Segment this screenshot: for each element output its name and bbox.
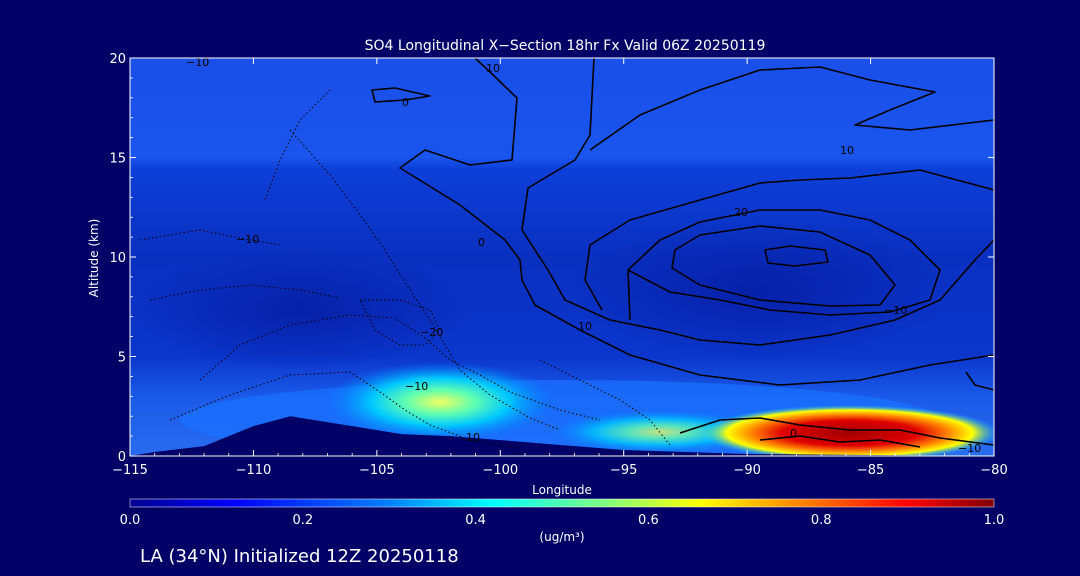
contour-line	[139, 229, 281, 246]
x-axis: −115 −110 −105 −100 −95 −90 −85 −80	[112, 58, 1008, 478]
contour-line	[759, 435, 921, 448]
footer-caption: LA (34°N) Initialized 12Z 20250118	[140, 546, 459, 567]
colorbar-tick-label: 0.4	[465, 513, 486, 528]
contour-line	[679, 417, 994, 446]
field-low-concentration-west	[130, 250, 470, 370]
colorbar-tick-label: 0.8	[811, 513, 832, 528]
y-axis: 0 5 10 15 20	[109, 52, 994, 465]
contour-label: 10	[840, 144, 854, 157]
chart-title: SO4 Longitudinal X−Section 18hr Fx Valid…	[365, 38, 766, 54]
contour-label: 10	[578, 320, 592, 333]
contour-line	[965, 371, 994, 391]
contour-line	[199, 314, 601, 421]
field-low-concentration-core	[570, 220, 950, 360]
contour-line	[671, 225, 896, 307]
y-tick-label: 20	[109, 52, 126, 67]
contour-label: −10	[884, 304, 907, 317]
terrain	[130, 416, 994, 456]
contour-label: −10	[958, 442, 981, 455]
plot-area	[130, 58, 994, 456]
contour-labels: −10 10 0 10 20 10 −10 −20 0 −10 10 −10 0…	[186, 56, 981, 455]
colorbar-ticks: 0.0 0.2 0.4 0.6 0.8 1.0	[120, 513, 1005, 528]
y-tick-label: 10	[109, 251, 126, 266]
colorbar-tick-label: 1.0	[984, 513, 1005, 528]
contour-line	[521, 58, 994, 346]
contour-line	[764, 245, 829, 267]
contour-line	[399, 58, 994, 386]
y-tick-label: 15	[109, 152, 126, 167]
y-axis-label: Altitude (km)	[87, 219, 101, 298]
colorbar-tick-label: 0.2	[292, 513, 313, 528]
contour-label: 10	[466, 431, 480, 444]
contour-label: 0	[402, 96, 409, 109]
x-tick-label: −115	[112, 463, 148, 478]
field-plume-west	[325, 362, 555, 442]
contour-label: −10	[236, 233, 259, 246]
contour-label: −10	[405, 380, 428, 393]
x-tick-label: −100	[482, 463, 518, 478]
colorbar-tick-label: 0.6	[638, 513, 659, 528]
contour-label: −20	[420, 326, 443, 339]
y-tick-label: 5	[118, 351, 126, 366]
x-tick-label: −85	[857, 463, 884, 478]
contour-line	[289, 129, 561, 431]
contour-label: 0	[478, 236, 485, 249]
contour-line	[539, 359, 671, 446]
x-axis-label: Longitude	[532, 483, 592, 497]
contour-label: 0	[790, 427, 797, 440]
contour-line	[169, 371, 521, 449]
contour-line	[359, 299, 441, 346]
x-tick-label: −80	[980, 463, 1007, 478]
contour-label: 20	[734, 206, 748, 219]
x-tick-label: −95	[610, 463, 637, 478]
colorbar-unit-label: (ug/m³)	[539, 530, 584, 544]
x-tick-label: −105	[359, 463, 395, 478]
contour-line	[589, 66, 994, 151]
contour-line	[584, 169, 994, 311]
contour-line	[371, 87, 431, 103]
contour-label: −10	[186, 56, 209, 69]
field-plume-east	[700, 405, 994, 456]
contour-line	[627, 209, 941, 321]
contour-line	[149, 284, 341, 301]
x-tick-label: −90	[733, 463, 760, 478]
contour-line	[264, 89, 331, 201]
colorbar	[129, 498, 995, 508]
y-tick-label: 0	[118, 450, 126, 465]
colorbar-tick-label: 0.0	[120, 513, 141, 528]
contour-label: 10	[486, 62, 500, 75]
x-tick-label: −110	[236, 463, 272, 478]
